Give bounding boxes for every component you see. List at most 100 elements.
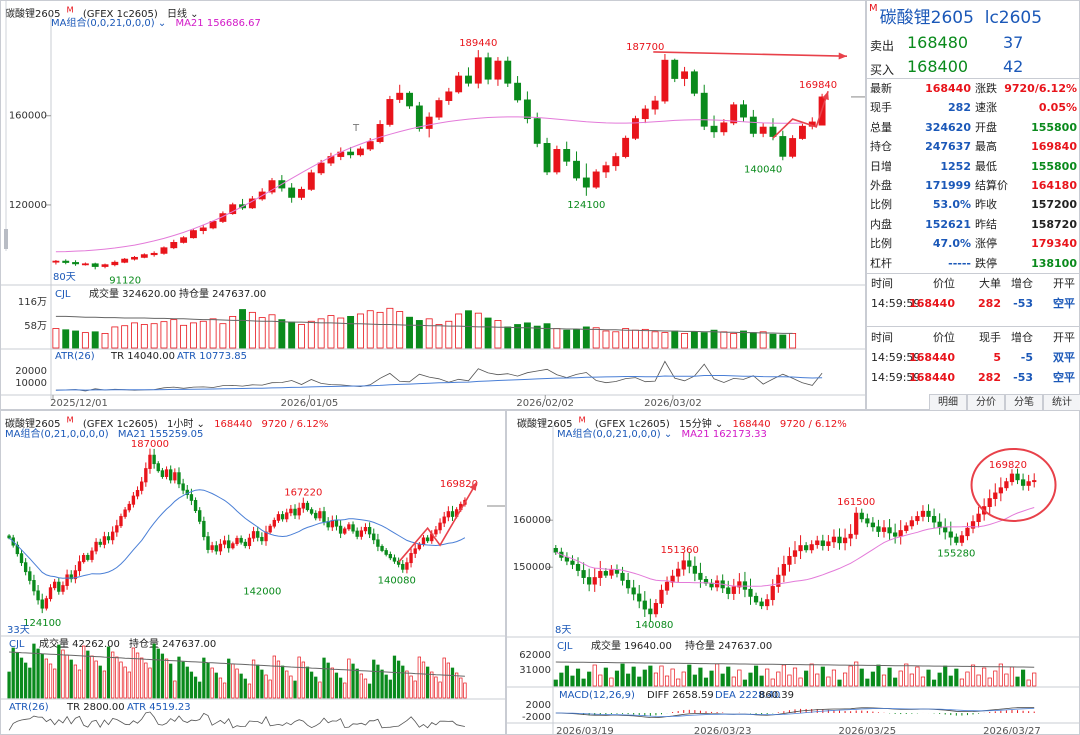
h1-annotation-low: 140080 [378,575,416,586]
main-candle-body [582,177,590,188]
h1-candle-body [380,545,384,551]
m15-period-selector[interactable]: 15分钟 ⌄ [678,419,724,431]
m15-candle-body [893,532,898,537]
main-candle-body [563,149,571,162]
quote-tab[interactable]: 明细 [929,394,967,410]
h1-candle-body [77,561,82,572]
h1-candle-body [94,541,98,552]
hourly-chart-panel[interactable]: 碳酸锂2605 M (GFEX 1c2605) 1小时 ⌄ 168440 9720… [0,410,506,735]
m15-date-label: 2026/03/27 [983,726,1041,735]
h1-candle-body [69,574,73,580]
main-arrow-to-high [653,51,848,57]
h1-candle-body [347,524,351,530]
h1-candle-body [305,502,310,511]
m15-volume-bar [792,667,798,687]
quote-row-value2: 157200 [1031,198,1077,212]
ma-selector[interactable]: MA组合(0,0,21,0,0,0) ⌄ [51,18,167,29]
main-annotation-high2: 187700 [626,42,664,53]
m15-volume-bar [1032,672,1037,687]
m15-annotation-swing-low: 155280 [937,548,975,559]
m15-candle-body [776,574,781,587]
h1-candle-body [251,531,256,539]
main-volume-bar [730,333,738,349]
main-candle-body [671,59,679,79]
h1-candle-body [148,454,152,469]
bid-price: 168400 [907,57,969,76]
h1-volume-bar [44,658,49,699]
m15-volume-bar [965,671,970,687]
m15-candle-body [642,600,647,610]
quote-tab[interactable]: 统计 [1043,394,1080,410]
m15-volume-bar [720,673,725,687]
m15-volume-bar [915,666,920,687]
main-candle-body [52,260,60,263]
m15-volume-bar [865,678,870,687]
m15-candle-body [820,540,825,546]
quote-row-label: 比例 [870,237,892,251]
ask-price: 168480 [907,33,969,52]
daily-chart-panel[interactable]: 碳酸锂2605 M (GFEX 1c2605) 日线 ⌄ MA组合(0,0,21,… [0,0,866,410]
main-day-count: 80天 [53,272,76,283]
quote-tab[interactable]: 分价 [967,394,1005,410]
h1-candle-body [401,563,405,570]
h1-candle-body [405,562,409,570]
h1-annotation-high: 187000 [131,439,169,450]
quote-tab[interactable]: 分笔 [1005,394,1043,410]
m15-volume-bar [637,676,642,687]
m15-candle-body [664,581,670,591]
main-atr-name: ATR(26) [55,351,95,362]
m15-candle-body [993,492,998,499]
main-volume-bar [533,325,541,349]
h1-candle-body [206,536,210,550]
h1-period-selector[interactable]: 1小时 ⌄ [166,419,205,431]
h1-candle-body [86,554,90,560]
main-volume-bar [131,322,138,349]
h1-volume-bar [425,666,430,699]
trade-header-cell: 开平 [1053,331,1075,344]
m15-candle-body [887,527,892,534]
m15-candle-body [1015,473,1020,481]
h1-candle-body [57,581,61,592]
quote-row: 最新 168440 涨跌 9720/6.12% [867,79,1080,98]
h1-volume-bar [135,652,140,699]
h1-volume-bar [380,669,384,699]
m15-volume-bar [670,668,675,687]
main-volume-bar [651,331,659,349]
m15-volume-bar [870,671,875,687]
m15-candle-body [570,560,575,565]
h1-ma-selector[interactable]: MA组合(0,21,0,0,0,0) [5,429,109,440]
quote-row-value: 152621 [925,217,971,231]
m15-volume-bar [1021,669,1026,687]
h1-candle-body [309,509,314,514]
m15-ma21-line [555,507,1035,587]
quote-row: 持仓 247637 最高 169840 [867,137,1080,156]
h1-annotation-bottom: 124100 [23,618,61,629]
m15-candle-body [926,510,931,517]
m15-ma-selector[interactable]: MA组合(0,0,21,0,0,0) ⌄ [557,429,673,440]
main-volume-bar [170,319,178,349]
period-selector[interactable]: 日线 ⌄ [166,9,199,21]
h1-candle-body [181,483,185,491]
m15-chart-panel[interactable]: 碳酸锂2605 M (GFEX 1c2605) 15分钟 ⌄ 168440 972… [506,410,1080,735]
h1-volume-bar [264,674,268,699]
m15-candle-body [1032,480,1037,483]
main-vol-value: 成交量 324620.00 [89,287,176,300]
h1-volume-bar [305,666,310,699]
h1-volume-bar [102,670,107,699]
m15-candle-body [587,577,592,585]
quote-row: 日增 1252 最低 155800 [867,157,1080,176]
trade-cell: 14:59:59 [871,371,921,384]
ask-label: 卖出 [870,39,895,53]
m15-candle-body [742,581,748,590]
m15-volume-bar [753,665,759,687]
h1-volume-bar [338,677,343,699]
h1-volume-bar [73,664,78,699]
m15-macd-dea: DEA 2228.40 [715,690,780,701]
m15-date-label: 2026/03/23 [694,726,752,735]
m15-volume-bar [659,665,664,687]
h1-candle-body [32,580,36,592]
h1-volume-bar [256,664,260,699]
h1-volume-bar [384,674,388,699]
m15-volume-bar [798,677,803,687]
h1-volume-bar [434,676,438,699]
